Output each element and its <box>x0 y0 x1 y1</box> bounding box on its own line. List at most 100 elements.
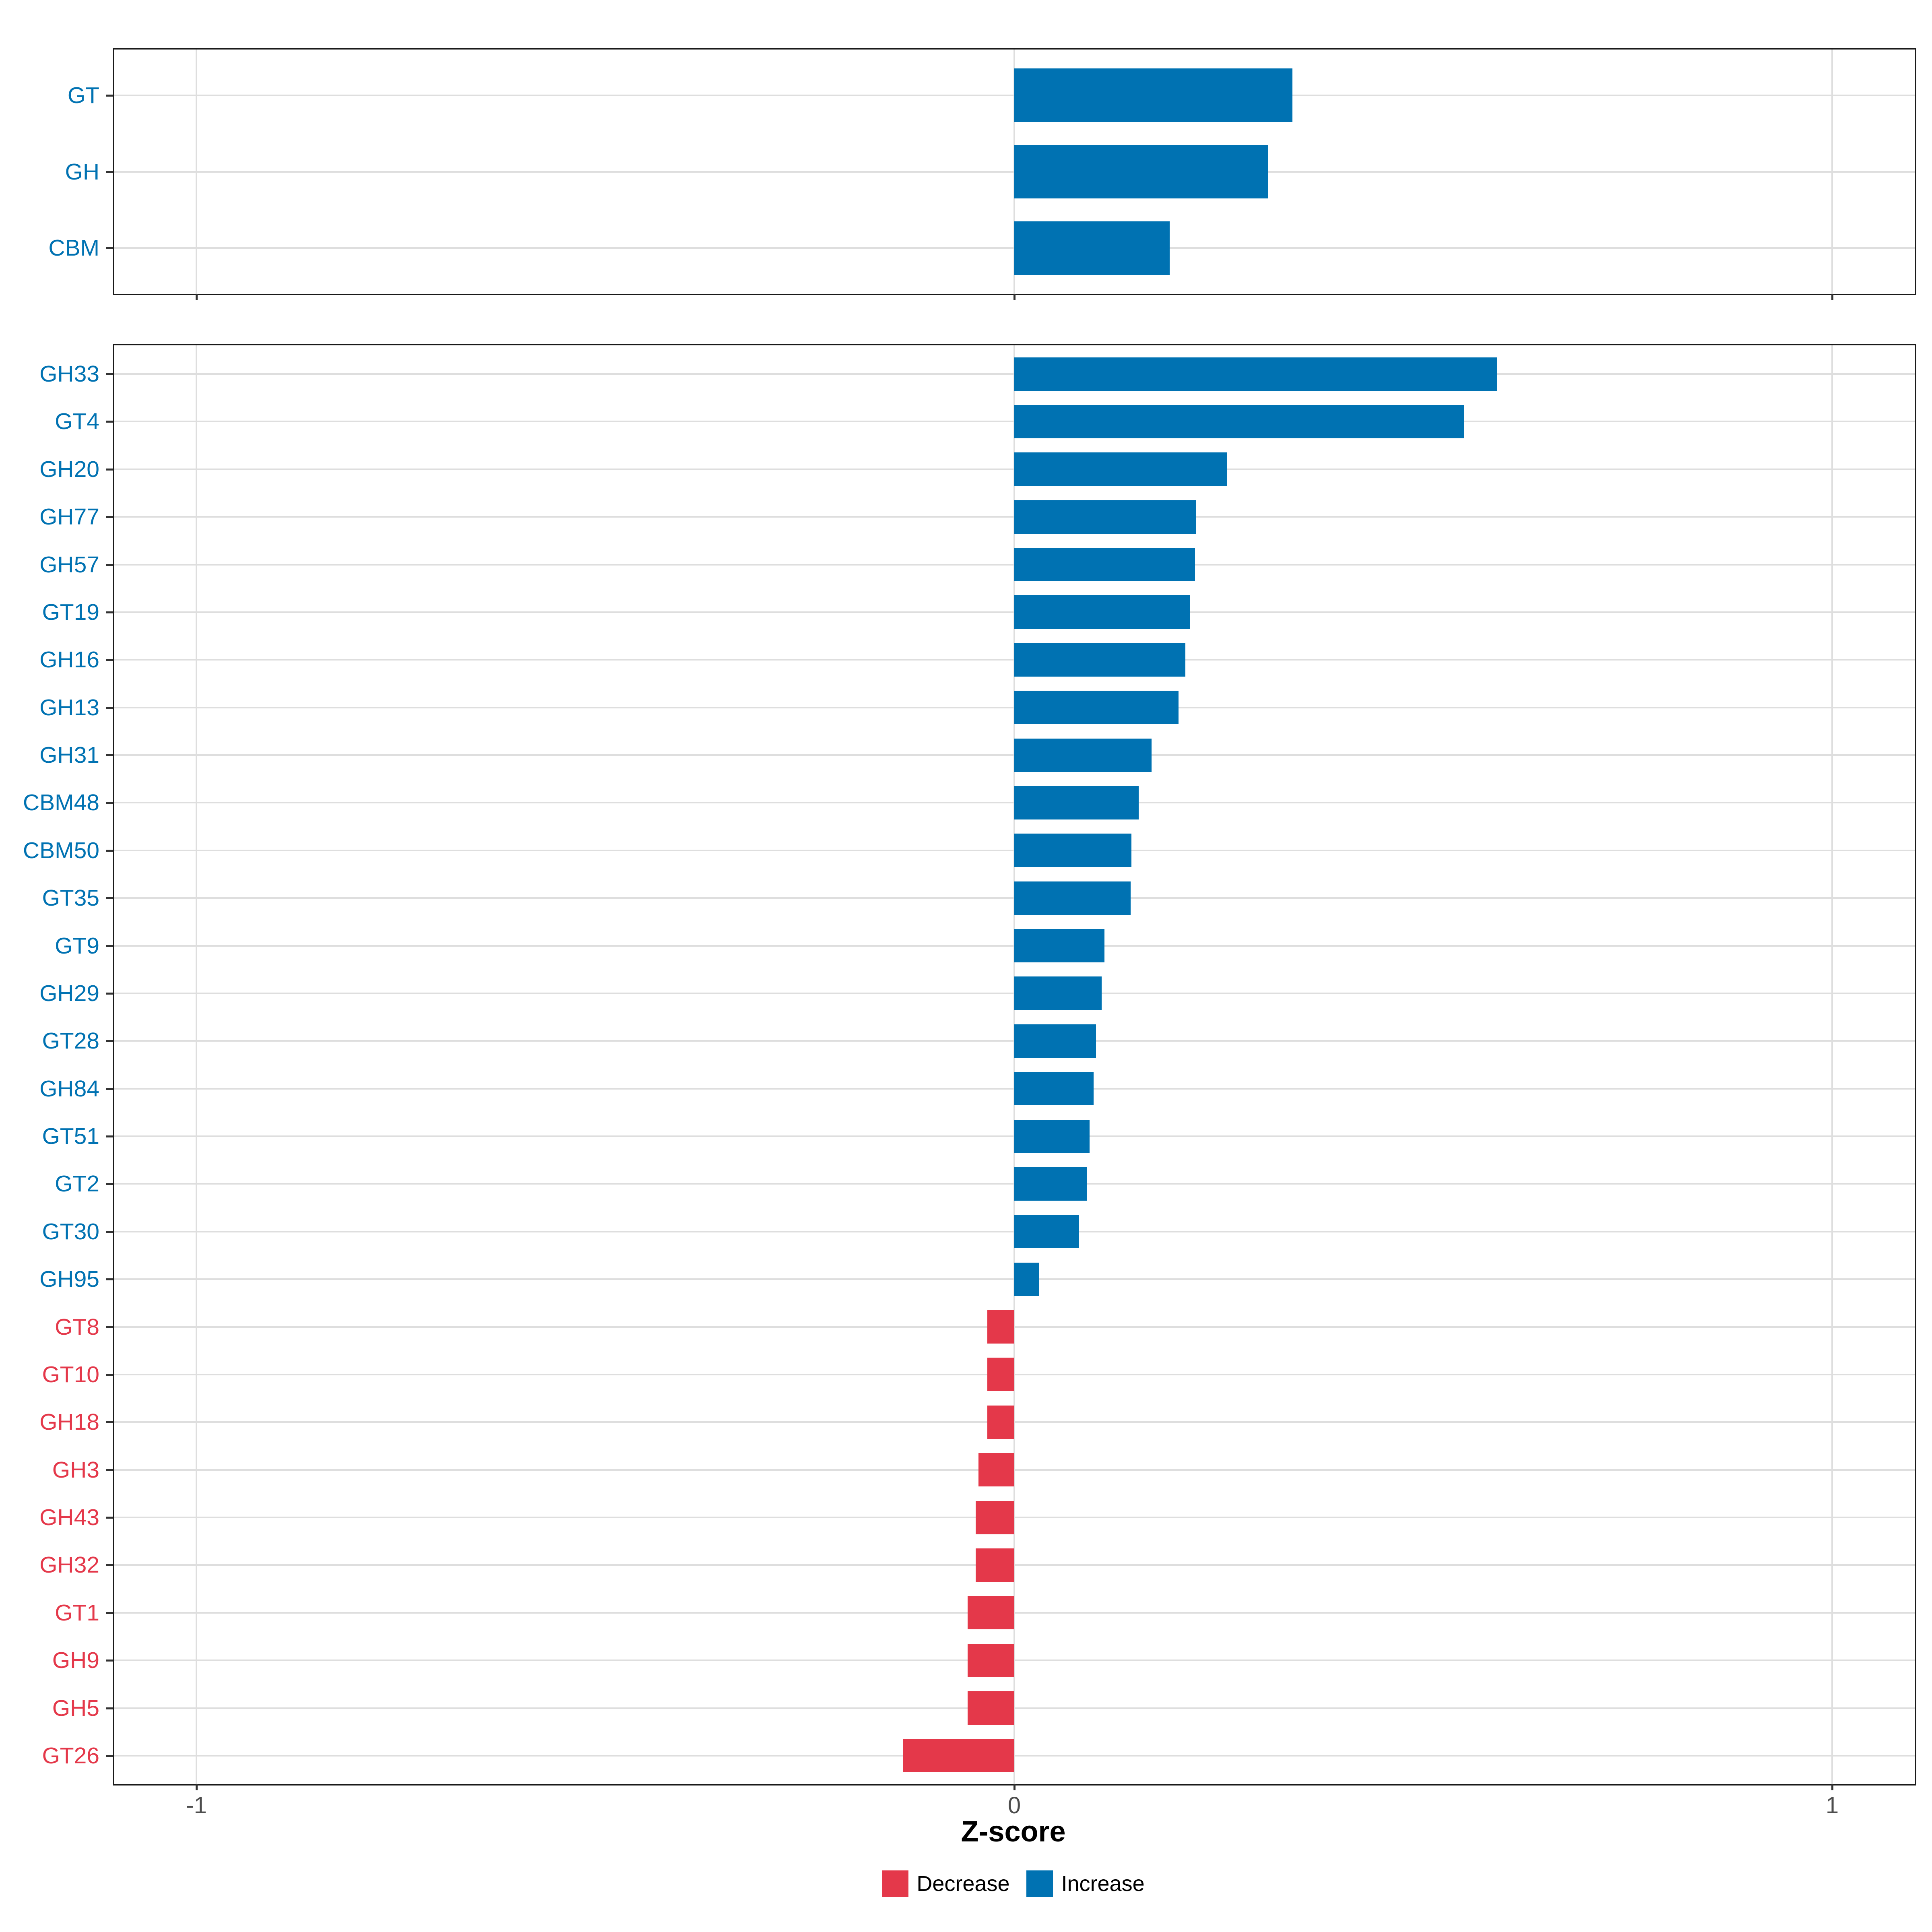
y-tick-GT2 <box>106 1183 113 1185</box>
y-axis-label-GT10: GT10 <box>42 1362 99 1387</box>
y-axis-label-GT51: GT51 <box>42 1123 99 1149</box>
y-axis-label-GH95: GH95 <box>39 1266 99 1292</box>
y-axis-label-CBM48: CBM48 <box>23 790 99 815</box>
gridline-row-GT8 <box>114 1326 1915 1328</box>
x-tick-0 <box>1013 294 1016 300</box>
gridline-x-1 <box>1831 345 1833 1784</box>
y-tick-GH5 <box>106 1707 113 1709</box>
y-axis-label-GH77: GH77 <box>39 504 99 530</box>
bar-GH31 <box>1014 739 1152 772</box>
y-tick-GT35 <box>106 897 113 900</box>
y-tick-GH9 <box>106 1660 113 1662</box>
bar-GT28 <box>1014 1024 1096 1058</box>
gridline-row-GT26 <box>114 1754 1915 1757</box>
x-axis-title: Z-score <box>961 1816 1066 1848</box>
bar-CBM48 <box>1014 786 1139 819</box>
y-axis-label-GH9: GH9 <box>52 1647 99 1673</box>
y-tick-GH29 <box>106 992 113 995</box>
legend-item-decrease: Decrease <box>882 1870 1009 1897</box>
y-axis-label-GH3: GH3 <box>52 1457 99 1483</box>
x-tick-label--1: -1 <box>186 1792 207 1818</box>
y-tick-GH18 <box>106 1421 113 1424</box>
y-axis-label-GH20: GH20 <box>39 456 99 482</box>
x-tick-1 <box>1831 294 1833 300</box>
gridline-x--1 <box>196 345 197 1784</box>
bar-CBM50 <box>1014 834 1131 867</box>
y-axis-label-GT2: GT2 <box>55 1171 99 1197</box>
bar-GH9 <box>968 1644 1014 1677</box>
y-tick-GT19 <box>106 611 113 613</box>
y-tick-GH84 <box>106 1088 113 1090</box>
bar-GH84 <box>1014 1072 1094 1105</box>
bar-GT4 <box>1014 405 1464 438</box>
y-axis-label-GH5: GH5 <box>52 1695 99 1721</box>
bar-GH77 <box>1014 500 1196 534</box>
bar-GH33 <box>1014 357 1497 391</box>
bar-GH18 <box>987 1406 1014 1439</box>
y-axis-label-GT1: GT1 <box>55 1600 99 1626</box>
bar-CBM <box>1014 221 1170 275</box>
y-tick-GH3 <box>106 1469 113 1471</box>
x-tick-1 <box>1831 1784 1833 1790</box>
y-tick-GH43 <box>106 1517 113 1519</box>
y-axis-label-GH33: GH33 <box>39 361 99 387</box>
bar-GT9 <box>1014 929 1104 962</box>
y-tick-GT1 <box>106 1612 113 1614</box>
y-tick-GH13 <box>106 706 113 709</box>
bar-GT8 <box>987 1310 1014 1344</box>
bar-GH32 <box>976 1548 1014 1582</box>
y-axis-label-GH13: GH13 <box>39 695 99 720</box>
y-axis-label-GT35: GT35 <box>42 885 99 911</box>
gridline-row-GT10 <box>114 1373 1915 1375</box>
y-tick-GH16 <box>106 659 113 661</box>
y-axis-label-GH43: GH43 <box>39 1505 99 1530</box>
y-axis-label-GH57: GH57 <box>39 552 99 578</box>
y-axis-label-GH29: GH29 <box>39 980 99 1006</box>
bar-GT51 <box>1014 1120 1090 1153</box>
bar-GT2 <box>1014 1167 1087 1201</box>
x-tick--1 <box>196 1784 198 1790</box>
y-axis-label-GH31: GH31 <box>39 742 99 768</box>
y-axis-label-GH18: GH18 <box>39 1409 99 1435</box>
y-axis-label-GH16: GH16 <box>39 647 99 673</box>
y-axis-label-GT9: GT9 <box>55 933 99 959</box>
y-axis-label-GT8: GT8 <box>55 1314 99 1340</box>
y-tick-GH20 <box>106 468 113 471</box>
bar-GH5 <box>968 1691 1014 1725</box>
y-tick-GT9 <box>106 945 113 947</box>
y-tick-GH32 <box>106 1564 113 1567</box>
y-tick-GH33 <box>106 373 113 376</box>
x-tick-label-1: 1 <box>1825 1792 1839 1818</box>
bar-GT1 <box>968 1596 1014 1629</box>
y-tick-GH31 <box>106 754 113 757</box>
y-axis-label-GT28: GT28 <box>42 1028 99 1054</box>
y-axis-label-GT4: GT4 <box>55 409 99 434</box>
y-axis-label-GH84: GH84 <box>39 1076 99 1102</box>
y-axis-label-GT19: GT19 <box>42 599 99 625</box>
legend-label-decrease: Decrease <box>916 1872 1010 1896</box>
y-tick-GH <box>106 171 113 173</box>
y-axis-label-GH: GH <box>65 159 100 185</box>
decrease-swatch-icon <box>882 1870 909 1897</box>
y-axis-label-GT30: GT30 <box>42 1219 99 1245</box>
y-axis-label-GT26: GT26 <box>42 1743 99 1769</box>
bar-GT10 <box>987 1358 1014 1391</box>
y-tick-GH95 <box>106 1278 113 1281</box>
y-tick-GT51 <box>106 1135 113 1138</box>
y-axis-label-GT: GT <box>67 83 99 108</box>
bar-GT30 <box>1014 1215 1079 1248</box>
legend-label-increase: Increase <box>1061 1872 1145 1896</box>
bar-GH95 <box>1014 1263 1039 1296</box>
y-tick-GT28 <box>106 1040 113 1042</box>
y-axis-label-GH32: GH32 <box>39 1552 99 1578</box>
y-tick-GH77 <box>106 516 113 518</box>
panel-cazyme-families: -1 0 1 GH33 GT4 GH20 GH77 GH57 GT19 GH16 GH13 GH31 C… <box>23 344 1916 1818</box>
y-tick-CBM50 <box>106 849 113 852</box>
y-tick-GT10 <box>106 1373 113 1376</box>
bar-GT <box>1014 68 1292 122</box>
gridline-row-GH5 <box>114 1707 1915 1709</box>
y-axis-label-CBM50: CBM50 <box>23 838 99 863</box>
x-tick-label-0: 0 <box>1007 1792 1021 1818</box>
legend: Decrease Increase <box>113 1866 1914 1902</box>
gridline-row-GH32 <box>114 1564 1915 1566</box>
